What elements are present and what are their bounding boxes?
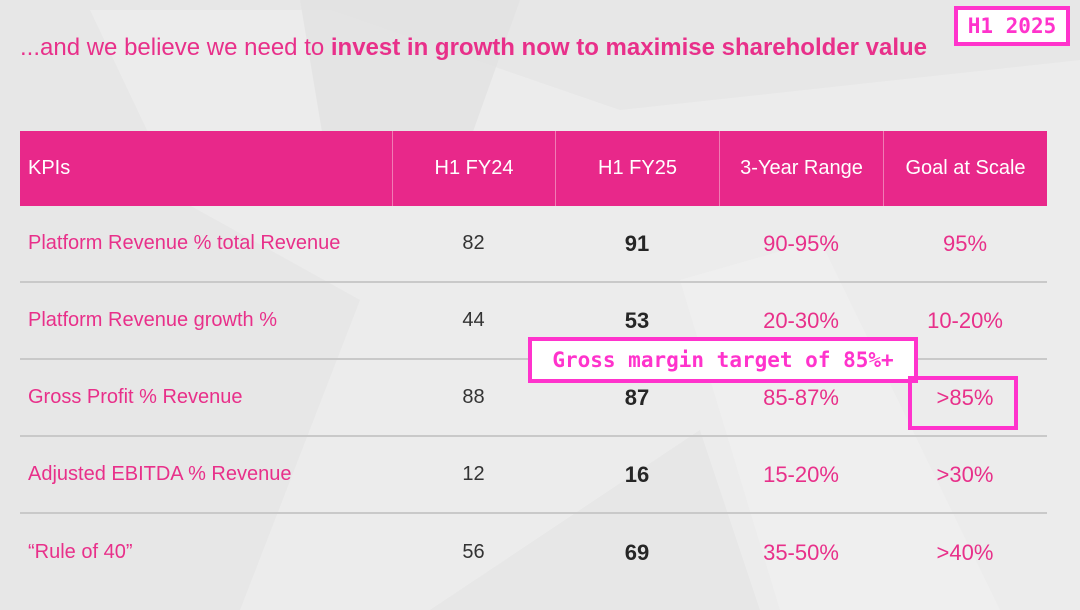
h1-fy25-value: 53 (624, 307, 650, 333)
kpi-name: Platform Revenue % total Revenue (28, 232, 341, 254)
three-year-range-value: 15-20% (763, 461, 839, 487)
three-year-range-value: 90-95% (763, 230, 839, 256)
column-header-kpis: KPIs (28, 157, 71, 179)
gross-margin-callout: Gross margin target of 85%+ (528, 337, 918, 383)
goal-highlight-box (908, 376, 1018, 430)
column-header-h1-fy24: H1 FY24 (392, 131, 555, 206)
h1-fy24-value: 44 (462, 309, 485, 331)
headline: ...and we believe we need to invest in g… (20, 34, 1060, 62)
goal-at-scale-value: >30% (936, 461, 994, 487)
goal-at-scale-value: >40% (936, 539, 994, 565)
kpi-name: Gross Profit % Revenue (28, 386, 243, 408)
h1-fy24-value: 88 (462, 386, 485, 408)
goal-at-scale-value: 95% (942, 230, 988, 256)
column-header-h1-fy25: H1 FY25 (555, 131, 719, 206)
column-header-goal-at-scale: Goal at Scale (883, 131, 1047, 206)
kpi-name: Adjusted EBITDA % Revenue (28, 463, 292, 485)
h1-fy25-value: 16 (624, 461, 650, 487)
three-year-range-value: 20-30% (763, 307, 839, 333)
goal-at-scale-value: 10-20% (927, 307, 1003, 333)
h1-fy24-value: 12 (462, 463, 485, 485)
kpi-name: Platform Revenue growth % (28, 309, 278, 331)
h1-fy25-value: 87 (624, 384, 650, 410)
column-header-3-year-range: 3-Year Range (719, 131, 883, 206)
h1-fy25-value: 91 (624, 230, 650, 256)
table-header-row: KPIs H1 FY24 H1 FY25 3-Year Range Goal a… (20, 131, 1047, 206)
headline-regular-text: ...and we believe we need to (20, 34, 331, 61)
period-badge: H1 2025 (954, 6, 1070, 46)
table-row: “Rule of 40” 56 69 35-50% >40% (20, 514, 1047, 591)
kpi-name: “Rule of 40” (28, 541, 133, 563)
h1-fy24-value: 82 (462, 232, 485, 254)
h1-fy24-value: 56 (462, 541, 485, 563)
three-year-range-value: 35-50% (763, 539, 839, 565)
table-row: Platform Revenue % total Revenue 82 91 9… (20, 206, 1047, 283)
table-row: Gross Profit % Revenue 88 87 85-87% >85% (20, 360, 1047, 437)
goal-at-scale-value: >85% (936, 384, 994, 410)
table-row: Adjusted EBITDA % Revenue 12 16 15-20% >… (20, 437, 1047, 514)
headline-bold-text: invest in growth now to maximise shareho… (330, 34, 928, 61)
h1-fy25-value: 69 (624, 539, 650, 565)
three-year-range-value: 85-87% (763, 384, 839, 410)
